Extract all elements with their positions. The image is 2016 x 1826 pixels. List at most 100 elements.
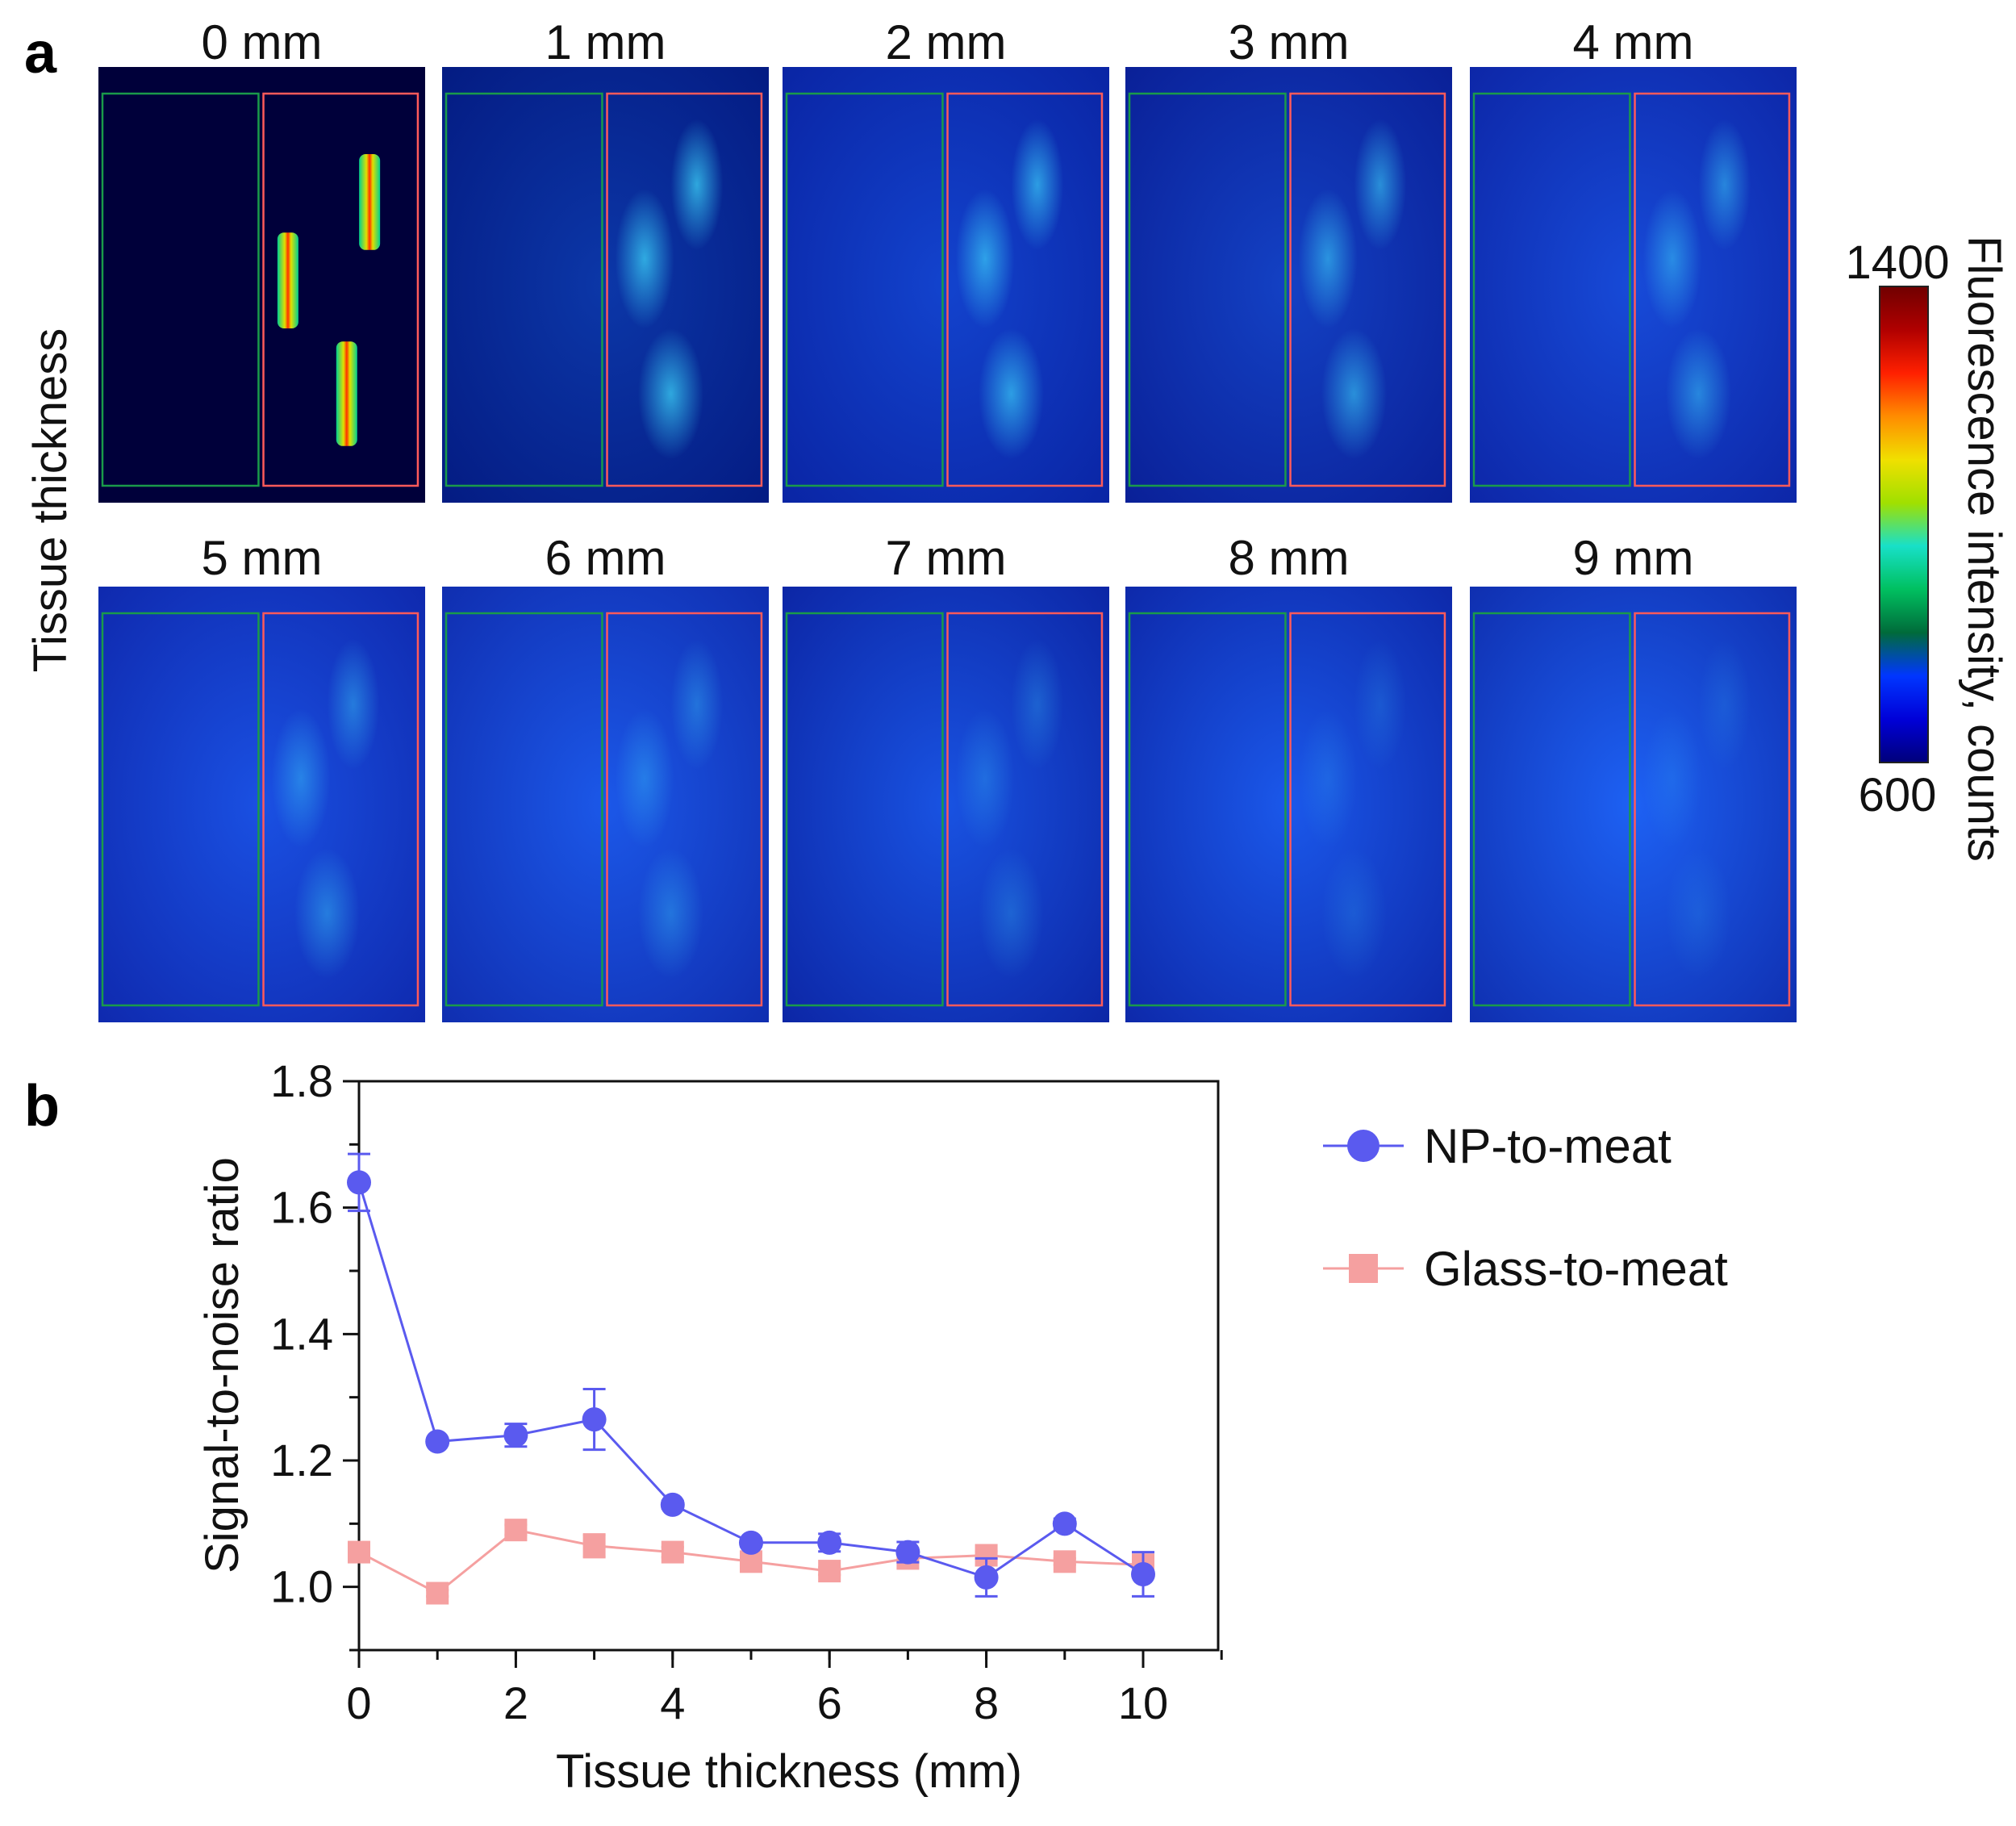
- x-tick-label: 10: [1118, 1678, 1168, 1728]
- np-rod: [277, 232, 298, 328]
- image-tile: 8 mm: [1125, 531, 1452, 1022]
- reference-roi-box: [1128, 612, 1287, 1007]
- image-tile: 4 mm: [1470, 15, 1797, 503]
- data-point: [661, 1540, 684, 1564]
- reference-roi-box: [1128, 92, 1287, 487]
- series-line: [357, 1181, 1144, 1579]
- np-rod: [359, 154, 381, 250]
- y-tick-label: 1.8: [270, 1055, 333, 1106]
- fluorescence-streak: [955, 708, 1015, 848]
- x-tick-label: 4: [660, 1678, 685, 1728]
- fluorescence-streak: [1698, 119, 1751, 250]
- data-point: [504, 1519, 528, 1542]
- x-tick-label: 0: [346, 1678, 371, 1728]
- reference-roi-box: [1472, 92, 1631, 487]
- fluorescence-streak: [1011, 638, 1064, 770]
- legend-label: Glass-to-meat: [1424, 1242, 1728, 1296]
- fluorescence-streak: [638, 848, 703, 979]
- data-point: [818, 1560, 841, 1583]
- image-tile: 9 mm: [1470, 531, 1797, 1022]
- fluorescence-streak: [638, 328, 703, 459]
- data-point: [582, 1534, 606, 1557]
- tile-thickness-label: 0 mm: [202, 15, 323, 69]
- series-np-to-meat: [347, 1152, 1155, 1598]
- colorbar: 1400 600 Fluorescence intensity, counts: [1845, 236, 2010, 862]
- fluorescence-streak: [1666, 328, 1731, 459]
- tile-thickness-label: 2 mm: [886, 15, 1007, 69]
- x-tick-label: 6: [817, 1678, 842, 1728]
- y-axis-label: Signal-to-noise ratio: [196, 1157, 248, 1573]
- fluorescence-streak: [1354, 119, 1407, 250]
- data-point: [348, 1540, 370, 1564]
- data-point: [1131, 1562, 1155, 1586]
- y-tick-label: 1.0: [270, 1561, 333, 1612]
- legend-entry: Glass-to-meat: [1323, 1242, 1728, 1296]
- x-axis-label: Tissue thickness (mm): [556, 1745, 1022, 1798]
- sample-roi-box: [262, 612, 419, 1007]
- colorbar-gradient: [1879, 286, 1929, 763]
- tile-thickness-label: 3 mm: [1229, 15, 1350, 69]
- data-point: [426, 1582, 449, 1605]
- fluorescence-streak: [1354, 638, 1407, 770]
- image-tile: 1 mm: [442, 15, 769, 503]
- x-tick-label: 2: [503, 1678, 528, 1728]
- fluorescence-streak: [670, 119, 724, 250]
- sample-roi-box: [606, 92, 763, 487]
- np-rod: [336, 341, 357, 446]
- data-point: [347, 1170, 371, 1195]
- y-tick-label: 1.4: [270, 1308, 333, 1359]
- reference-roi-box: [445, 612, 603, 1007]
- colorbar-min-label: 600: [1859, 769, 1937, 821]
- legend-marker: [1347, 1130, 1379, 1162]
- data-point: [895, 1540, 920, 1565]
- tile-thickness-label: 5 mm: [202, 531, 323, 585]
- tile-image: [98, 67, 425, 503]
- data-point: [425, 1429, 450, 1454]
- x-tick-label: 8: [974, 1678, 999, 1728]
- tile-background-glow: [1125, 587, 1452, 1022]
- fluorescence-streak: [294, 848, 360, 979]
- y-tick-label: 1.6: [270, 1182, 333, 1233]
- data-point: [503, 1423, 528, 1448]
- sample-roi-box: [262, 92, 419, 487]
- fluorescence-streak: [955, 189, 1015, 328]
- legend: NP-to-meat Glass-to-meat: [1323, 1119, 1728, 1296]
- tile-background-glow: [1470, 67, 1797, 503]
- data-point: [582, 1407, 607, 1432]
- sample-roi-box: [1634, 612, 1791, 1007]
- tile-background-glow: [442, 587, 769, 1022]
- tile-background-glow: [783, 587, 1109, 1022]
- snr-chart: 1.0 1.2 1.4 1.6 1.8 0 2 4 6 8 10 Tissue thickness …: [196, 1055, 1728, 1798]
- legend-entry: NP-to-meat: [1323, 1119, 1672, 1173]
- fluorescence-streak: [615, 189, 674, 328]
- fluorescence-streak: [1642, 189, 1702, 328]
- tile-background-glow: [1470, 587, 1797, 1022]
- tile-thickness-label: 1 mm: [545, 15, 666, 69]
- fluorescence-streak: [1298, 189, 1358, 328]
- tile-thickness-label: 9 mm: [1573, 531, 1694, 585]
- tile-thickness-label: 8 mm: [1229, 531, 1350, 585]
- tile-thickness-label: 6 mm: [545, 531, 666, 585]
- fluorescence-streak: [1321, 848, 1387, 979]
- data-point: [1053, 1550, 1076, 1573]
- image-tile: 5 mm: [98, 531, 425, 1022]
- data-series: [347, 1152, 1155, 1605]
- colorbar-max-label: 1400: [1845, 236, 1949, 289]
- image-tile: 2 mm: [783, 15, 1109, 503]
- tile-thickness-label: 4 mm: [1573, 15, 1694, 69]
- fluorescence-streak: [1321, 328, 1387, 459]
- sample-roi-box: [1634, 92, 1791, 487]
- reference-roi-box: [785, 612, 944, 1007]
- fluorescence-streak: [1642, 708, 1702, 848]
- image-tile: 7 mm: [783, 531, 1109, 1022]
- legend-label: NP-to-meat: [1424, 1119, 1672, 1173]
- y-tick-label: 1.2: [270, 1435, 333, 1485]
- tissue-thickness-row-label: Tissue thickness: [24, 328, 77, 673]
- image-tile: 3 mm: [1125, 15, 1452, 503]
- data-point: [817, 1530, 842, 1555]
- fluorescence-streak: [979, 848, 1044, 979]
- tile-background-glow: [783, 67, 1109, 503]
- reference-roi-box: [785, 92, 944, 487]
- sample-roi-box: [946, 612, 1104, 1007]
- legend-marker: [1349, 1254, 1378, 1283]
